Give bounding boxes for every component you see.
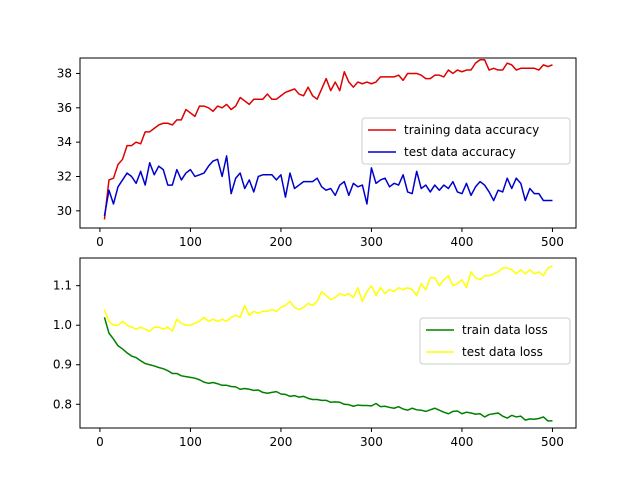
loss-x-tick-label: 300 bbox=[360, 435, 383, 449]
loss-y-tick-label: 0.9 bbox=[53, 358, 72, 372]
loss-axes-frame bbox=[79, 257, 577, 429]
accuracy-legend-label-1: test data accuracy bbox=[404, 145, 516, 159]
accuracy-x-tick-label: 200 bbox=[269, 235, 292, 249]
loss-x-tick-label: 100 bbox=[179, 435, 202, 449]
accuracy-legend: training data accuracy test data accuracy bbox=[361, 117, 571, 165]
accuracy-legend-box bbox=[361, 117, 571, 165]
accuracy-series-line-0 bbox=[103, 58, 553, 220]
accuracy-chart: 0 100 200 300 400 500 30 32 34 36 38 training data … bbox=[57, 57, 577, 249]
accuracy-axes-frame bbox=[79, 57, 577, 229]
loss-y-tick-label: 0.8 bbox=[53, 397, 72, 411]
accuracy-y-tick-label: 30 bbox=[57, 204, 72, 218]
accuracy-y-tick-label: 38 bbox=[57, 66, 72, 80]
accuracy-x-tick-label: 500 bbox=[541, 235, 564, 249]
loss-legend: train data loss test data loss bbox=[419, 317, 571, 365]
loss-x-tick-label: 500 bbox=[541, 435, 564, 449]
accuracy-x-tick-label: 400 bbox=[451, 235, 474, 249]
loss-y-tick-label: 1.0 bbox=[53, 318, 72, 332]
loss-y-tick-label: 1.1 bbox=[53, 279, 72, 293]
loss-x-tick-label: 0 bbox=[96, 435, 104, 449]
accuracy-x-tick-label: 0 bbox=[96, 235, 104, 249]
accuracy-x-tick-label: 100 bbox=[179, 235, 202, 249]
loss-x-tick-label: 400 bbox=[451, 435, 474, 449]
loss-legend-label-1: test data loss bbox=[462, 345, 543, 359]
accuracy-y-tick-label: 32 bbox=[57, 169, 72, 183]
loss-series-line-1 bbox=[103, 265, 553, 332]
loss-legend-box bbox=[419, 317, 571, 365]
loss-legend-label-0: train data loss bbox=[462, 323, 548, 337]
loss-x-tick-label: 200 bbox=[269, 435, 292, 449]
accuracy-y-tick-label: 36 bbox=[57, 101, 72, 115]
accuracy-series-line-1 bbox=[103, 155, 553, 217]
accuracy-y-tick-label: 34 bbox=[57, 135, 72, 149]
loss-series-line-0 bbox=[103, 317, 553, 422]
loss-chart: 0 100 200 300 400 500 0.8 0.9 1.0 1.1 train data l… bbox=[53, 257, 577, 449]
accuracy-legend-label-0: training data accuracy bbox=[404, 123, 539, 137]
accuracy-x-tick-label: 300 bbox=[360, 235, 383, 249]
